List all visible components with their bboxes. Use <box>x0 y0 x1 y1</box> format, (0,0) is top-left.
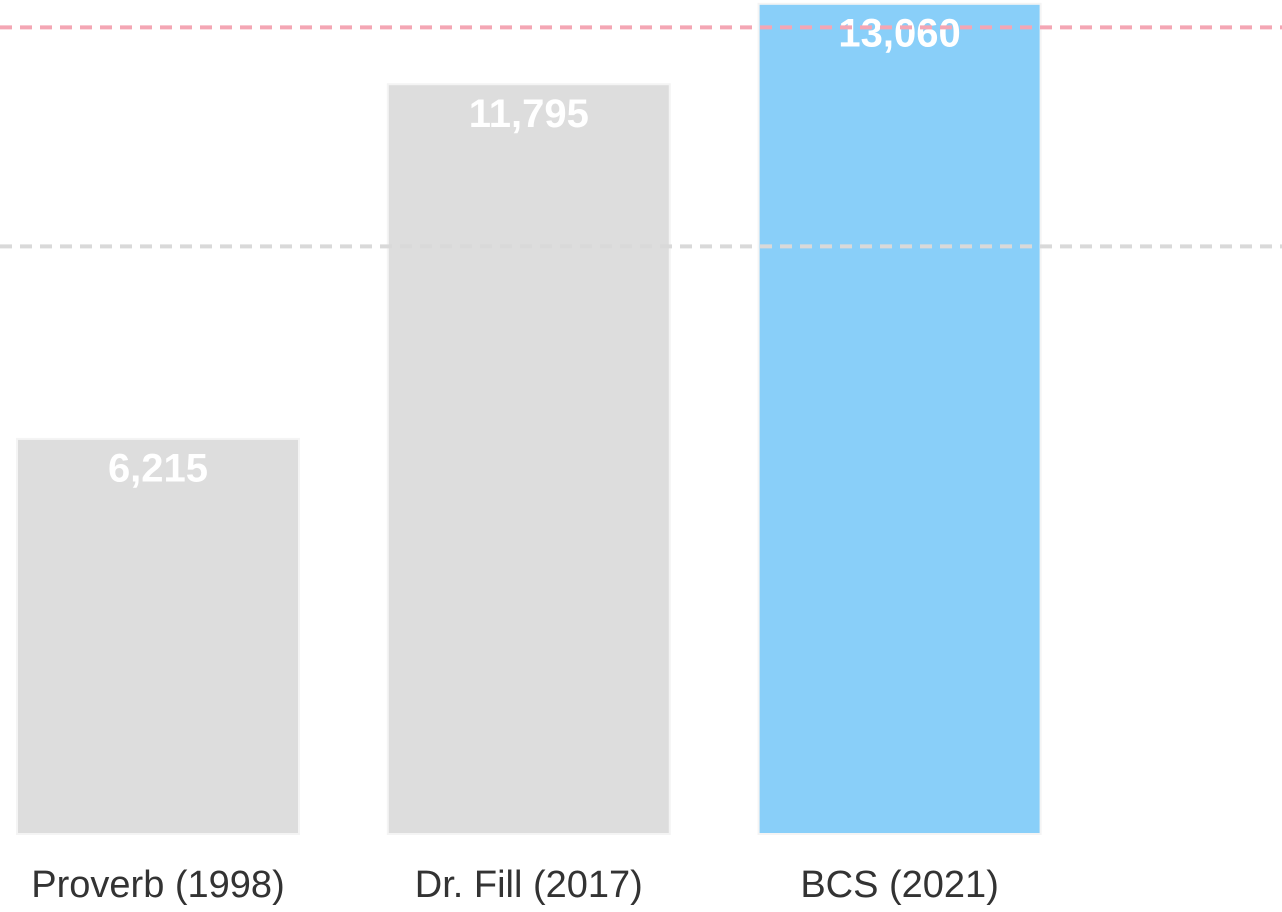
value-label: 13,060 <box>838 11 960 55</box>
x-tick-label: Dr. Fill (2017) <box>415 864 643 906</box>
bar <box>16 437 300 835</box>
x-tick-label: Proverb (1998) <box>31 864 284 906</box>
bar <box>757 2 1042 835</box>
bar <box>386 83 671 835</box>
value-label: 11,795 <box>469 92 589 136</box>
x-tick-label: BCS (2021) <box>800 864 999 906</box>
value-label: 6,215 <box>108 446 208 490</box>
